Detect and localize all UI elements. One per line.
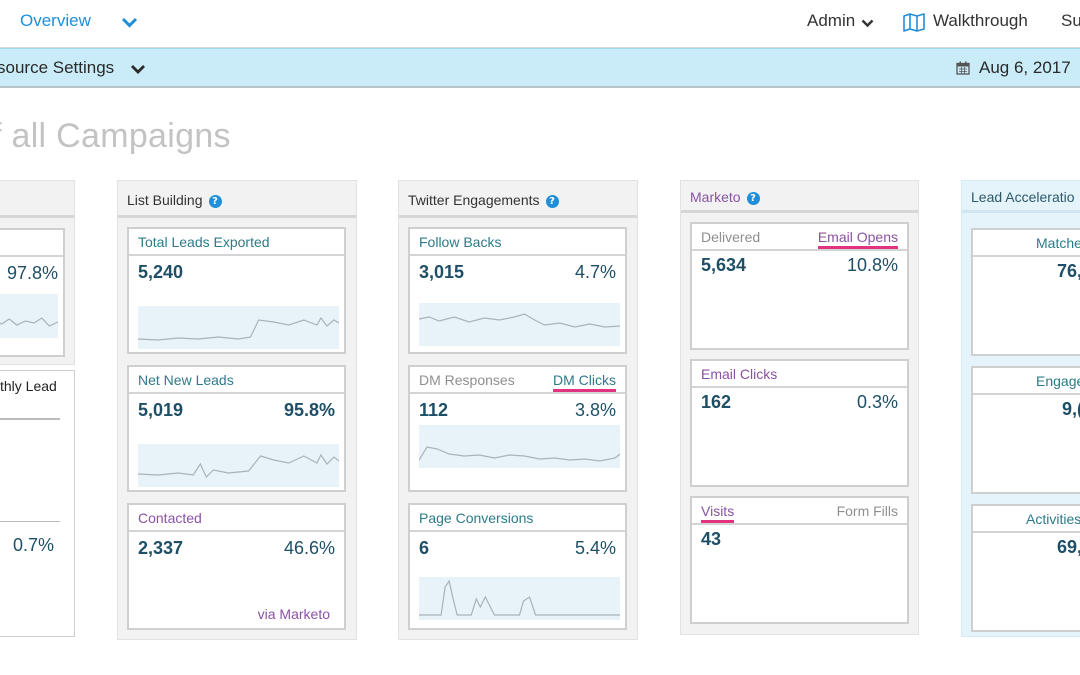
- metric-card[interactable]: 97.8%: [0, 228, 65, 357]
- resource-settings-bar: source Settings Aug 6, 2017: [0, 48, 1080, 88]
- top-nav: Overview Admin Walkthrough Su: [0, 0, 1080, 48]
- card-label: Email Clicks: [701, 366, 778, 382]
- chevron-down-icon[interactable]: [861, 19, 874, 28]
- metric-percent: 5.4%: [574, 538, 616, 558]
- partial-panel-left: 97.8%: [0, 180, 75, 365]
- date-selector[interactable]: Aug 6, 2017: [979, 58, 1071, 77]
- panel-header: Lead Acceleratio: [962, 181, 1080, 213]
- panel-lead-acceleration: Lead Acceleratio Matche 76, Engage 9,( A…: [961, 180, 1080, 637]
- help-icon[interactable]: ?: [545, 195, 559, 208]
- panel-title: Marketo: [690, 189, 741, 205]
- card-header: [0, 230, 63, 257]
- metric-value: 9,(: [1062, 399, 1080, 419]
- card-label: Follow Backs: [419, 234, 502, 250]
- metric-percent: 0.7%: [13, 535, 55, 555]
- panel-header: Twitter Engagements?: [399, 181, 637, 218]
- sparkline: [419, 425, 620, 468]
- metric-card[interactable]: Email Clicks 162 0.3%: [690, 359, 909, 487]
- nav-admin[interactable]: Admin: [807, 11, 856, 30]
- via-marketo-link[interactable]: via Marketo: [257, 606, 330, 622]
- sparkline: [0, 294, 58, 338]
- chevron-down-icon[interactable]: [121, 17, 138, 28]
- card-label: Page Conversions: [419, 510, 534, 526]
- card-label-active[interactable]: Email Opens: [817, 229, 898, 249]
- metric-percent: 97.8%: [6, 263, 58, 283]
- sparkline: [138, 444, 339, 487]
- card-label: Contacted: [138, 510, 202, 526]
- metric-value: 43: [701, 529, 722, 549]
- metric-card[interactable]: Activities 69,: [971, 504, 1080, 632]
- card-label-active[interactable]: Visits: [701, 503, 735, 523]
- partial-card-monthly-lead[interactable]: thly Lead 0.7%: [0, 370, 75, 637]
- metric-value: 5,240: [138, 262, 184, 282]
- metric-percent: 4.7%: [574, 262, 616, 282]
- divider: [0, 418, 60, 420]
- metric-value: 112: [419, 400, 449, 420]
- metric-value: 3,015: [419, 262, 465, 282]
- metric-value: 76,: [1057, 261, 1080, 281]
- card-label: Matche: [1036, 235, 1080, 251]
- divider: [0, 521, 60, 522]
- metric-card[interactable]: DM Responses DM Clicks 112 3.8%: [408, 365, 627, 492]
- metric-card[interactable]: Total Leads Exported 5,240: [127, 227, 346, 354]
- metric-card[interactable]: Engage 9,(: [971, 366, 1080, 494]
- help-icon[interactable]: ?: [746, 192, 760, 205]
- metric-card[interactable]: Matche 76,: [971, 228, 1080, 356]
- card-label: Engage: [1036, 373, 1080, 389]
- card-label: Net New Leads: [138, 372, 234, 388]
- metric-percent: 3.8%: [574, 400, 616, 420]
- panel-title: List Building: [127, 192, 203, 208]
- metric-value: 5,019: [138, 400, 184, 420]
- card-label: Total Leads Exported: [138, 234, 270, 250]
- metric-card[interactable]: Delivered Email Opens 5,634 10.8%: [690, 222, 909, 350]
- panel-twitter-engagements: Twitter Engagements? Follow Backs 3,015 …: [398, 180, 638, 640]
- chevron-down-icon[interactable]: [130, 64, 146, 74]
- sparkline: [419, 303, 620, 346]
- sparkline: [138, 306, 339, 349]
- help-icon[interactable]: ?: [208, 195, 222, 208]
- card-label-active[interactable]: DM Clicks: [553, 372, 616, 392]
- panel-header: Marketo?: [681, 181, 918, 213]
- calendar-icon: [956, 61, 970, 75]
- metric-percent: 46.6%: [283, 538, 335, 558]
- card-label[interactable]: DM Responses: [419, 372, 515, 388]
- resource-settings-dropdown[interactable]: source Settings: [0, 58, 115, 77]
- panel-list-building: List Building? Total Leads Exported 5,24…: [117, 180, 357, 640]
- monthly-lead-label: thly Lead: [0, 378, 57, 394]
- metric-card[interactable]: Follow Backs 3,015 4.7%: [408, 227, 627, 354]
- panel-title: Twitter Engagements: [408, 192, 540, 208]
- nav-support[interactable]: Su: [1061, 11, 1080, 30]
- metric-percent: 0.3%: [856, 392, 898, 412]
- map-icon: [903, 13, 925, 32]
- card-label: Activities: [1026, 511, 1080, 527]
- card-label[interactable]: Form Fills: [836, 503, 898, 519]
- card-label[interactable]: Delivered: [701, 229, 761, 245]
- metric-card[interactable]: Contacted 2,337 46.6% via Marketo: [127, 503, 346, 630]
- metric-percent: 95.8%: [283, 400, 335, 420]
- metric-card[interactable]: Net New Leads 5,019 95.8%: [127, 365, 346, 492]
- panel-title: Lead Acceleratio: [971, 189, 1075, 205]
- sparkline: [419, 577, 620, 620]
- nav-overview[interactable]: Overview: [20, 11, 91, 30]
- page-title: f all Campaigns: [0, 117, 231, 155]
- metric-card[interactable]: Visits Form Fills 43: [690, 496, 909, 624]
- panel-header: [0, 181, 74, 218]
- metric-value: 2,337: [138, 538, 184, 558]
- metric-value: 6: [419, 538, 430, 558]
- panel-marketo: Marketo? Delivered Email Opens 5,634 10.…: [680, 180, 919, 635]
- metric-percent: 10.8%: [846, 255, 898, 275]
- metric-value: 5,634: [701, 255, 747, 275]
- metric-value: 162: [701, 392, 732, 412]
- panel-header: List Building?: [118, 181, 356, 218]
- nav-walkthrough[interactable]: Walkthrough: [933, 11, 1028, 30]
- metric-card[interactable]: Page Conversions 6 5.4%: [408, 503, 627, 630]
- metric-value: 69,: [1057, 537, 1080, 557]
